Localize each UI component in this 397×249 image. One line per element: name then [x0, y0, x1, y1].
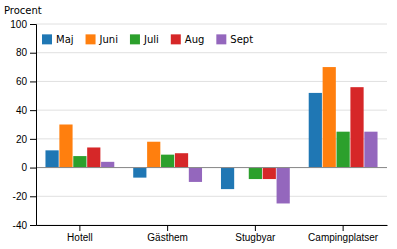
legend-label: Sept: [230, 34, 253, 45]
legend-item: Juli: [130, 34, 159, 45]
grid-line: [36, 225, 387, 226]
bar: [133, 168, 146, 178]
bar: [221, 168, 234, 190]
y-tick-label: 60: [16, 76, 28, 87]
y-tick: 0: [21, 162, 36, 173]
bar: [59, 125, 72, 168]
bar: [87, 147, 100, 167]
y-tick: 20: [16, 134, 36, 145]
y-tick: -20: [13, 191, 36, 202]
x-tick: Hotell: [67, 225, 93, 243]
y-tick-label: 20: [16, 134, 28, 145]
grid-line: [36, 24, 387, 25]
legend-label: Maj: [56, 34, 74, 45]
x-tick: Stugbyar: [235, 225, 276, 243]
x-tick-mark: [343, 225, 344, 231]
grid-line: [36, 167, 387, 168]
bar: [263, 168, 276, 179]
y-tick: -40: [13, 220, 36, 231]
x-axis: Hotell Gästhem Stugbyar Campingplatser: [37, 225, 388, 243]
x-tick-label: Gästhem: [147, 232, 188, 243]
bar-series: [87, 87, 363, 179]
bar: [45, 150, 58, 167]
legend-item: Juni: [86, 34, 118, 45]
bar: [337, 132, 350, 168]
y-tick-mark: [30, 81, 36, 82]
bar: [309, 93, 322, 168]
y-tick-mark: [30, 24, 36, 25]
x-tick-label: Hotell: [67, 232, 93, 243]
legend-swatch: [216, 34, 226, 44]
x-axis-line: [37, 225, 388, 226]
legend-label: Aug: [185, 34, 205, 45]
plot: -40 -20 0 20 40 60 80 100 Hotell Gästhem Stugbyar C…: [10, 19, 387, 243]
x-tick-mark: [167, 225, 168, 231]
y-tick-mark: [30, 110, 36, 111]
legend-swatch: [42, 34, 52, 44]
bar: [350, 87, 363, 167]
y-tick-mark: [30, 53, 36, 54]
y-tick-mark: [30, 168, 36, 169]
x-tick: Gästhem: [147, 225, 188, 243]
y-tick-mark: [30, 225, 36, 226]
grid-line: [36, 196, 387, 197]
bar: [189, 168, 202, 182]
x-tick-mark: [255, 225, 256, 231]
y-tick-label: 100: [10, 19, 27, 30]
legend-swatch: [130, 34, 140, 44]
legend: Maj Juni Juli Aug Sept: [42, 34, 253, 45]
bar: [147, 142, 160, 168]
y-tick: 100: [10, 19, 36, 30]
legend-label: Juni: [99, 34, 118, 45]
bar: [161, 155, 174, 168]
legend-label: Juli: [143, 34, 159, 45]
chart-container: -40 -20 0 20 40 60 80 100 Hotell Gästhem Stugbyar C…: [0, 0, 397, 249]
grid-line: [36, 52, 387, 53]
x-tick-label: Stugbyar: [235, 232, 276, 243]
y-tick-label: -20: [13, 191, 28, 202]
zero-line: [36, 167, 387, 168]
legend-swatch: [86, 34, 96, 44]
x-tick-label: Campingplatser: [308, 232, 379, 243]
y-tick-label: -40: [13, 220, 28, 231]
y-tick-label: 0: [21, 162, 27, 173]
y-tick-mark: [30, 139, 36, 140]
legend-item: Sept: [216, 34, 253, 45]
chart-svg: -40 -20 0 20 40 60 80 100 Hotell Gästhem Stugbyar C…: [0, 0, 397, 249]
y-tick: 80: [16, 47, 36, 58]
y-axis: -40 -20 0 20 40 60 80 100: [10, 19, 36, 231]
y-tick-label: 80: [16, 47, 28, 58]
bar-series: [73, 132, 349, 179]
y-axis-title: Procent: [4, 5, 42, 16]
bar: [73, 156, 86, 167]
y-tick-mark: [30, 196, 36, 197]
bars: [45, 67, 377, 203]
y-tick: 60: [16, 76, 36, 87]
x-tick: Campingplatser: [308, 225, 379, 243]
bar: [364, 132, 377, 168]
y-tick: 40: [16, 105, 36, 116]
bar: [175, 153, 188, 167]
legend-item: Maj: [42, 34, 74, 45]
bar: [249, 168, 262, 179]
grid: [36, 24, 387, 225]
bar: [277, 168, 290, 204]
bar: [323, 67, 336, 168]
bar: [101, 162, 114, 168]
legend-swatch: [171, 34, 181, 44]
legend-item: Aug: [171, 34, 205, 45]
y-axis-line: [30, 25, 37, 226]
y-tick-label: 40: [16, 105, 28, 116]
bar-series: [59, 67, 335, 168]
x-tick-mark: [79, 225, 80, 231]
